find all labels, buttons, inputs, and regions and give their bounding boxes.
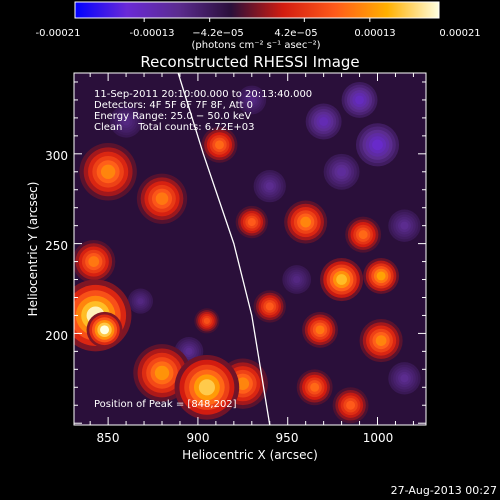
heatmap-blob	[296, 369, 333, 406]
annotation-line: Detectors: 4F 5F 6F 7F 8F, Att 0	[94, 100, 253, 111]
colorbar-tick-label: 0.00021	[439, 28, 480, 39]
heatmap-blob	[253, 169, 286, 203]
heatmap-contour	[100, 164, 116, 179]
heatmap-contour	[376, 271, 386, 281]
heatmap-contour	[372, 139, 383, 151]
heatmap-contour	[214, 140, 224, 150]
heatmap-blob	[235, 205, 268, 239]
x-axis-label: Heliocentric X (arcsec)	[182, 448, 318, 462]
generation-timestamp: 27-Aug-2013 00:27	[391, 484, 497, 497]
heatmap-contour	[185, 347, 193, 355]
x-tick-label: 1000	[363, 431, 394, 445]
heatmap-blob	[388, 209, 421, 242]
heatmap-contour	[300, 216, 312, 228]
heatmap-blob	[359, 319, 403, 363]
heatmap-contour	[236, 377, 250, 390]
heatmap-blob	[201, 126, 238, 163]
y-tick-label: 250	[45, 239, 68, 253]
x-tick-label: 900	[187, 431, 210, 445]
annotation-line: 11-Sep-2011 20:10:00.000 to 20:13:40.000	[94, 89, 312, 100]
heatmap-contour	[155, 192, 169, 205]
x-tick-label: 950	[276, 431, 299, 445]
heatmap-contour	[247, 218, 256, 227]
heatmap-blob	[363, 257, 400, 294]
heatmap-blob	[341, 81, 378, 118]
heatmap-contour	[400, 374, 409, 383]
heatmap-contour	[346, 400, 356, 410]
annotation-line: Clean Total counts: 6.72E+03	[94, 122, 254, 133]
heatmap-blob	[305, 103, 342, 140]
colorbar-tick-label: −4.2e−05	[192, 28, 244, 39]
heatmap-blob	[127, 288, 154, 314]
heatmap-blob	[323, 153, 360, 190]
heatmap-blob	[79, 143, 137, 201]
heatmap-contour	[337, 167, 347, 177]
axis-ticks	[74, 73, 426, 425]
heatmap-image	[74, 81, 421, 424]
colorbar-tick-marks	[143, 18, 371, 22]
colorbar-unit-label: (photons cm⁻² s⁻¹ asec⁻²)	[191, 40, 320, 51]
heatmap-blob	[133, 344, 191, 402]
heatmap-blob	[86, 311, 123, 348]
heatmap-contour	[315, 325, 325, 335]
heatmap-contour	[293, 275, 301, 284]
plot-frame	[73, 72, 427, 426]
heatmap-blob	[355, 123, 400, 167]
heatmap-contour	[355, 95, 365, 105]
heatmap-blob	[345, 216, 382, 253]
heatmap-blob	[174, 354, 240, 420]
heatmap-blob	[136, 173, 188, 224]
heatmap-contour	[137, 297, 144, 305]
heatmap-contour	[203, 317, 211, 324]
heatmap-contour	[358, 230, 368, 240]
peak-position-label: Position of Peak = [848,202]	[94, 399, 237, 410]
heatmap-contour	[310, 382, 320, 392]
y-tick-label: 200	[45, 329, 68, 343]
solar-limb-line	[177, 73, 271, 425]
heatmap-contour	[100, 325, 110, 335]
y-tick-label: 300	[45, 149, 68, 163]
heatmap-blob	[332, 387, 369, 424]
heatmap-blob	[320, 257, 364, 302]
heatmap-blob	[109, 105, 143, 138]
heatmap-blob	[388, 362, 421, 395]
heatmap-contour	[265, 302, 274, 311]
y-axis-label: Heliocentric Y (arcsec)	[26, 182, 40, 317]
heatmap-blob	[194, 308, 220, 334]
heatmap-blob	[284, 200, 328, 244]
heatmap-contour	[336, 274, 347, 285]
chart-title: Reconstructed RHESSI Image	[140, 53, 359, 71]
colorbar-tick-label: 0.00013	[354, 28, 395, 39]
annotation-line: Energy Range: 25.0 − 50.0 keV	[94, 111, 251, 122]
heatmap-contour	[400, 221, 409, 230]
heatmap-blob	[253, 290, 286, 323]
heatmap-blob	[74, 240, 116, 284]
heatmap-contour	[319, 117, 329, 126]
heatmap-contour	[248, 96, 256, 104]
colorbar-tick-label: 4.2e−05	[274, 28, 317, 39]
colorbar-tick-label: -0.00021	[36, 28, 81, 39]
heatmap-contour	[88, 256, 100, 267]
heatmap-contour	[375, 335, 387, 346]
heatmap-contour	[198, 379, 215, 396]
heatmap-contour	[154, 365, 170, 381]
x-tick-label: 850	[97, 431, 120, 445]
colorbar	[74, 1, 440, 19]
heatmap-blob	[282, 265, 312, 294]
heatmap-blob	[237, 85, 267, 115]
heatmap-contour	[122, 117, 131, 126]
heatmap-contour	[265, 182, 274, 191]
colorbar-tick-label: -0.00013	[130, 28, 175, 39]
heatmap-blob	[302, 311, 338, 348]
